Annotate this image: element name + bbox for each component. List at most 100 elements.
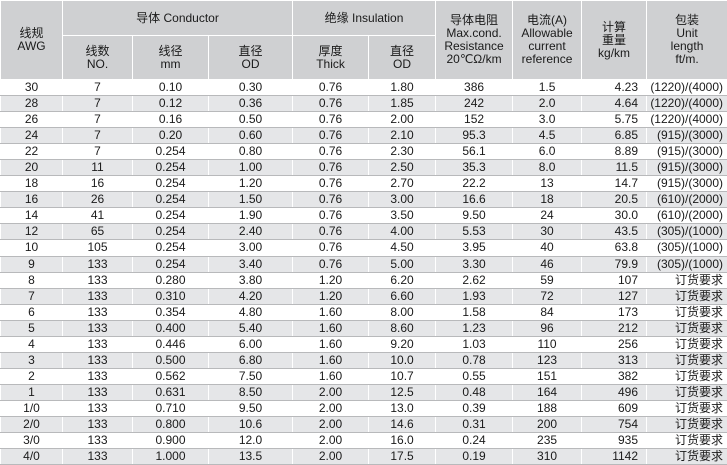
cell-thickness: 0.76 (293, 224, 369, 240)
cell-conductor-od: 1.00 (209, 160, 293, 176)
cell-insulation-od: 6.20 (369, 272, 436, 288)
cell-insulation-od: 2.50 (369, 160, 436, 176)
cell-conductor-od: 0.50 (209, 112, 293, 128)
cell-conductor-od: 0.80 (209, 144, 293, 160)
cell-thickness: 2.00 (293, 433, 369, 449)
cell-conductor-od: 1.50 (209, 192, 293, 208)
cell-thickness: 1.20 (293, 272, 369, 288)
cell-insulation-od: 2.70 (369, 176, 436, 192)
cell-strands: 133 (63, 352, 133, 368)
cell-resistance: 9.50 (436, 208, 513, 224)
cell-wire-diameter: 0.254 (133, 160, 209, 176)
cell-package: 订货要求 (647, 320, 727, 336)
cell-weight: 496 (582, 384, 647, 400)
cell-current: 6.0 (513, 144, 582, 160)
cell-weight: 212 (582, 320, 647, 336)
cell-insulation-od: 10.7 (369, 368, 436, 384)
cell-insulation-od: 12.5 (369, 384, 436, 400)
cell-strands: 65 (63, 224, 133, 240)
cell-thickness: 0.76 (293, 160, 369, 176)
cell-strands: 133 (63, 304, 133, 320)
cell-weight: 11.5 (582, 160, 647, 176)
cell-strands: 133 (63, 368, 133, 384)
cell-package: (1220)/(4000) (647, 112, 727, 128)
cell-thickness: 0.76 (293, 112, 369, 128)
cell-wire-diameter: 0.280 (133, 272, 209, 288)
cell-insulation-od: 9.20 (369, 336, 436, 352)
cell-strands: 16 (63, 176, 133, 192)
cell-wire-diameter: 0.710 (133, 400, 209, 416)
cell-thickness: 0.76 (293, 240, 369, 256)
cell-current: 3.0 (513, 112, 582, 128)
cell-thickness: 1.60 (293, 304, 369, 320)
cell-insulation-od: 1.85 (369, 96, 436, 112)
cell-resistance: 0.39 (436, 400, 513, 416)
cell-package: 订货要求 (647, 384, 727, 400)
cell-insulation-od: 8.00 (369, 304, 436, 320)
cell-weight: 43.5 (582, 224, 647, 240)
cell-strands: 11 (63, 160, 133, 176)
cell-conductor-od: 8.50 (209, 384, 293, 400)
cell-wire-diameter: 0.254 (133, 144, 209, 160)
cell-resistance: 2.62 (436, 272, 513, 288)
cell-current: 46 (513, 256, 582, 272)
cell-weight: 313 (582, 352, 647, 368)
cell-current: 18 (513, 192, 582, 208)
cell-resistance: 1.23 (436, 320, 513, 336)
cell-awg: 10 (1, 240, 63, 256)
cell-package: (305)/(1000) (647, 256, 727, 272)
cell-awg: 9 (1, 256, 63, 272)
cell-insulation-od: 4.50 (369, 240, 436, 256)
cell-awg: 18 (1, 176, 63, 192)
cell-resistance: 0.55 (436, 368, 513, 384)
cell-current: 123 (513, 352, 582, 368)
cell-package: (610)/(2000) (647, 208, 727, 224)
cell-current: 40 (513, 240, 582, 256)
cell-strands: 133 (63, 320, 133, 336)
cell-resistance: 22.2 (436, 176, 513, 192)
cell-wire-diameter: 0.500 (133, 352, 209, 368)
cell-conductor-od: 4.20 (209, 288, 293, 304)
cell-insulation-od: 1.80 (369, 80, 436, 96)
cell-thickness: 0.76 (293, 80, 369, 96)
cell-wire-diameter: 0.631 (133, 384, 209, 400)
cell-thickness: 0.76 (293, 128, 369, 144)
cell-package: 订货要求 (647, 400, 727, 416)
cell-awg: 3 (1, 352, 63, 368)
cell-thickness: 1.20 (293, 288, 369, 304)
cell-conductor-od: 1.90 (209, 208, 293, 224)
cell-package: 订货要求 (647, 288, 727, 304)
cell-awg: 7 (1, 288, 63, 304)
cell-conductor-od: 3.80 (209, 272, 293, 288)
cell-resistance: 0.24 (436, 433, 513, 449)
cell-resistance: 242 (436, 96, 513, 112)
cell-resistance: 0.78 (436, 352, 513, 368)
cell-insulation-od: 8.60 (369, 320, 436, 336)
cell-resistance: 386 (436, 80, 513, 96)
cell-current: 96 (513, 320, 582, 336)
cell-insulation-od: 5.00 (369, 256, 436, 272)
cell-weight: 107 (582, 272, 647, 288)
cell-weight: 79.9 (582, 256, 647, 272)
cell-awg: 1 (1, 384, 63, 400)
cell-resistance: 16.6 (436, 192, 513, 208)
cell-insulation-od: 16.0 (369, 433, 436, 449)
cell-conductor-od: 4.80 (209, 304, 293, 320)
cell-strands: 133 (63, 256, 133, 272)
cell-current: 110 (513, 336, 582, 352)
